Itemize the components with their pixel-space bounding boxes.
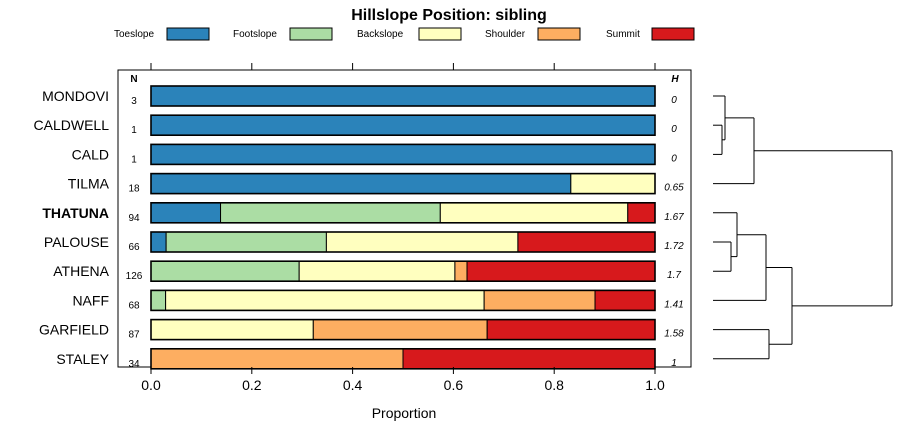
h-value-caldwell: 0 bbox=[671, 124, 677, 135]
bar-outline-athena bbox=[150, 260, 656, 283]
bar-athena-footslope bbox=[150, 260, 300, 282]
bar-outline-tilma bbox=[150, 172, 656, 195]
n-value-athena: 126 bbox=[126, 271, 143, 282]
x-tick-label-4: 0.8 bbox=[544, 377, 564, 393]
bar-tilma-backslope bbox=[570, 173, 656, 195]
row-label-garfield: GARFIELD bbox=[39, 322, 109, 338]
row-label-palouse: PALOUSE bbox=[44, 234, 109, 250]
bar-garfield-shoulder bbox=[312, 319, 488, 341]
legend-label-backslope: Backslope bbox=[357, 29, 404, 40]
bar-outline-caldwell bbox=[150, 114, 656, 136]
n-value-caldwell: 1 bbox=[131, 125, 137, 136]
bar-palouse-backslope bbox=[325, 231, 519, 253]
n-labels: 3 1 1 18 94 66 126 68 87 34 bbox=[126, 96, 143, 370]
bar-naff-summit bbox=[594, 289, 656, 311]
bar-thatuna-footslope bbox=[220, 202, 441, 224]
dendrogram bbox=[713, 95, 893, 360]
h-value-garfield: 1.58 bbox=[664, 329, 684, 340]
legend-swatch-shoulder bbox=[537, 27, 581, 41]
row-label-naff: NAFF bbox=[72, 292, 109, 308]
row-label-mondovi: MONDOVI bbox=[42, 88, 109, 104]
legend-swatch-footslope bbox=[289, 27, 333, 41]
bar-athena-shoulder bbox=[454, 260, 468, 282]
x-axis: 0.0 0.2 0.4 0.6 0.8 1.0 bbox=[141, 367, 665, 393]
bar-outline-cald bbox=[150, 143, 656, 166]
row-labels: MONDOVI CALDWELL CALD TILMA THATUNA PALOUSE AT… bbox=[34, 88, 110, 367]
legend-label-footslope: Footslope bbox=[233, 29, 277, 40]
bar-cald-toeslope bbox=[150, 143, 656, 165]
bar-garfield-summit bbox=[486, 319, 656, 341]
legend-swatch-summit bbox=[651, 27, 695, 41]
bar-thatuna-toeslope bbox=[150, 202, 222, 224]
bar-athena-backslope bbox=[298, 260, 456, 282]
bar-tilma-toeslope bbox=[150, 173, 572, 195]
bar-athena-summit bbox=[466, 260, 656, 282]
row-label-thatuna: THATUNA bbox=[42, 205, 109, 221]
bar-outline-garfield bbox=[150, 318, 656, 341]
bar-thatuna-summit bbox=[627, 202, 656, 224]
row-label-tilma: TILMA bbox=[68, 176, 110, 192]
bar-naff-footslope bbox=[150, 289, 167, 311]
h-labels: 0 0 0 0.65 1.67 1.72 1.7 1.41 1.58 1 bbox=[664, 95, 684, 369]
legend: Toeslope Footslope Backslope Shoulder Summit bbox=[114, 27, 695, 41]
x-tick-label-0: 0.0 bbox=[141, 377, 161, 393]
chart-title: Hillslope Position: sibling bbox=[351, 7, 547, 24]
x-tick-label-5: 1.0 bbox=[645, 377, 665, 393]
bar-outline-mondovi bbox=[150, 85, 656, 107]
legend-label-summit: Summit bbox=[606, 29, 640, 40]
bar-staley-summit bbox=[402, 348, 656, 370]
bar-palouse-footslope bbox=[165, 231, 327, 253]
row-label-staley: STALEY bbox=[56, 351, 109, 367]
h-value-staley: 1 bbox=[671, 358, 677, 369]
bar-caldwell-toeslope bbox=[150, 114, 656, 136]
n-value-naff: 68 bbox=[128, 300, 140, 311]
bar-naff-shoulder bbox=[483, 289, 596, 311]
h-value-athena: 1.7 bbox=[667, 270, 681, 281]
row-label-caldwell: CALDWELL bbox=[34, 117, 110, 133]
bar-thatuna-backslope bbox=[439, 202, 629, 224]
h-value-palouse: 1.72 bbox=[664, 241, 684, 252]
bar-outline-staley bbox=[150, 347, 656, 370]
n-value-garfield: 87 bbox=[128, 330, 140, 341]
x-tick-label-1: 0.2 bbox=[242, 377, 262, 393]
bar-palouse-toeslope bbox=[150, 231, 167, 253]
n-value-tilma: 18 bbox=[128, 184, 140, 195]
bar-staley-shoulder bbox=[150, 348, 404, 370]
n-value-staley: 34 bbox=[128, 359, 140, 370]
row-label-cald: CALD bbox=[72, 146, 109, 162]
n-value-thatuna: 94 bbox=[128, 213, 140, 224]
n-value-palouse: 66 bbox=[128, 242, 140, 253]
legend-label-shoulder: Shoulder bbox=[485, 29, 526, 40]
h-value-thatuna: 1.67 bbox=[664, 212, 684, 223]
n-header: N bbox=[130, 74, 137, 85]
row-label-athena: ATHENA bbox=[53, 263, 109, 279]
x-tick-label-3: 0.6 bbox=[444, 377, 464, 393]
bar-garfield-backslope bbox=[150, 319, 314, 341]
x-axis-label: Proportion bbox=[372, 405, 437, 421]
legend-label-toeslope: Toeslope bbox=[114, 29, 154, 40]
bar-mondovi-toeslope bbox=[150, 85, 656, 107]
h-header: H bbox=[671, 74, 679, 85]
legend-swatch-backslope bbox=[418, 27, 462, 41]
h-value-mondovi: 0 bbox=[671, 95, 677, 106]
h-value-tilma: 0.65 bbox=[664, 183, 684, 194]
bar-outline-naff bbox=[150, 289, 656, 312]
bar-palouse-summit bbox=[517, 231, 656, 253]
bar-outline-palouse bbox=[150, 231, 656, 253]
h-value-naff: 1.41 bbox=[664, 299, 683, 310]
bar-naff-backslope bbox=[165, 289, 485, 311]
bars bbox=[150, 85, 656, 370]
top-axis-ticks bbox=[150, 63, 656, 70]
bar-outline-thatuna bbox=[150, 202, 656, 224]
legend-swatch-toeslope bbox=[166, 27, 210, 41]
h-value-cald: 0 bbox=[671, 153, 677, 164]
n-value-cald: 1 bbox=[131, 154, 137, 165]
n-value-mondovi: 3 bbox=[131, 96, 137, 107]
x-tick-label-2: 0.4 bbox=[343, 377, 363, 393]
